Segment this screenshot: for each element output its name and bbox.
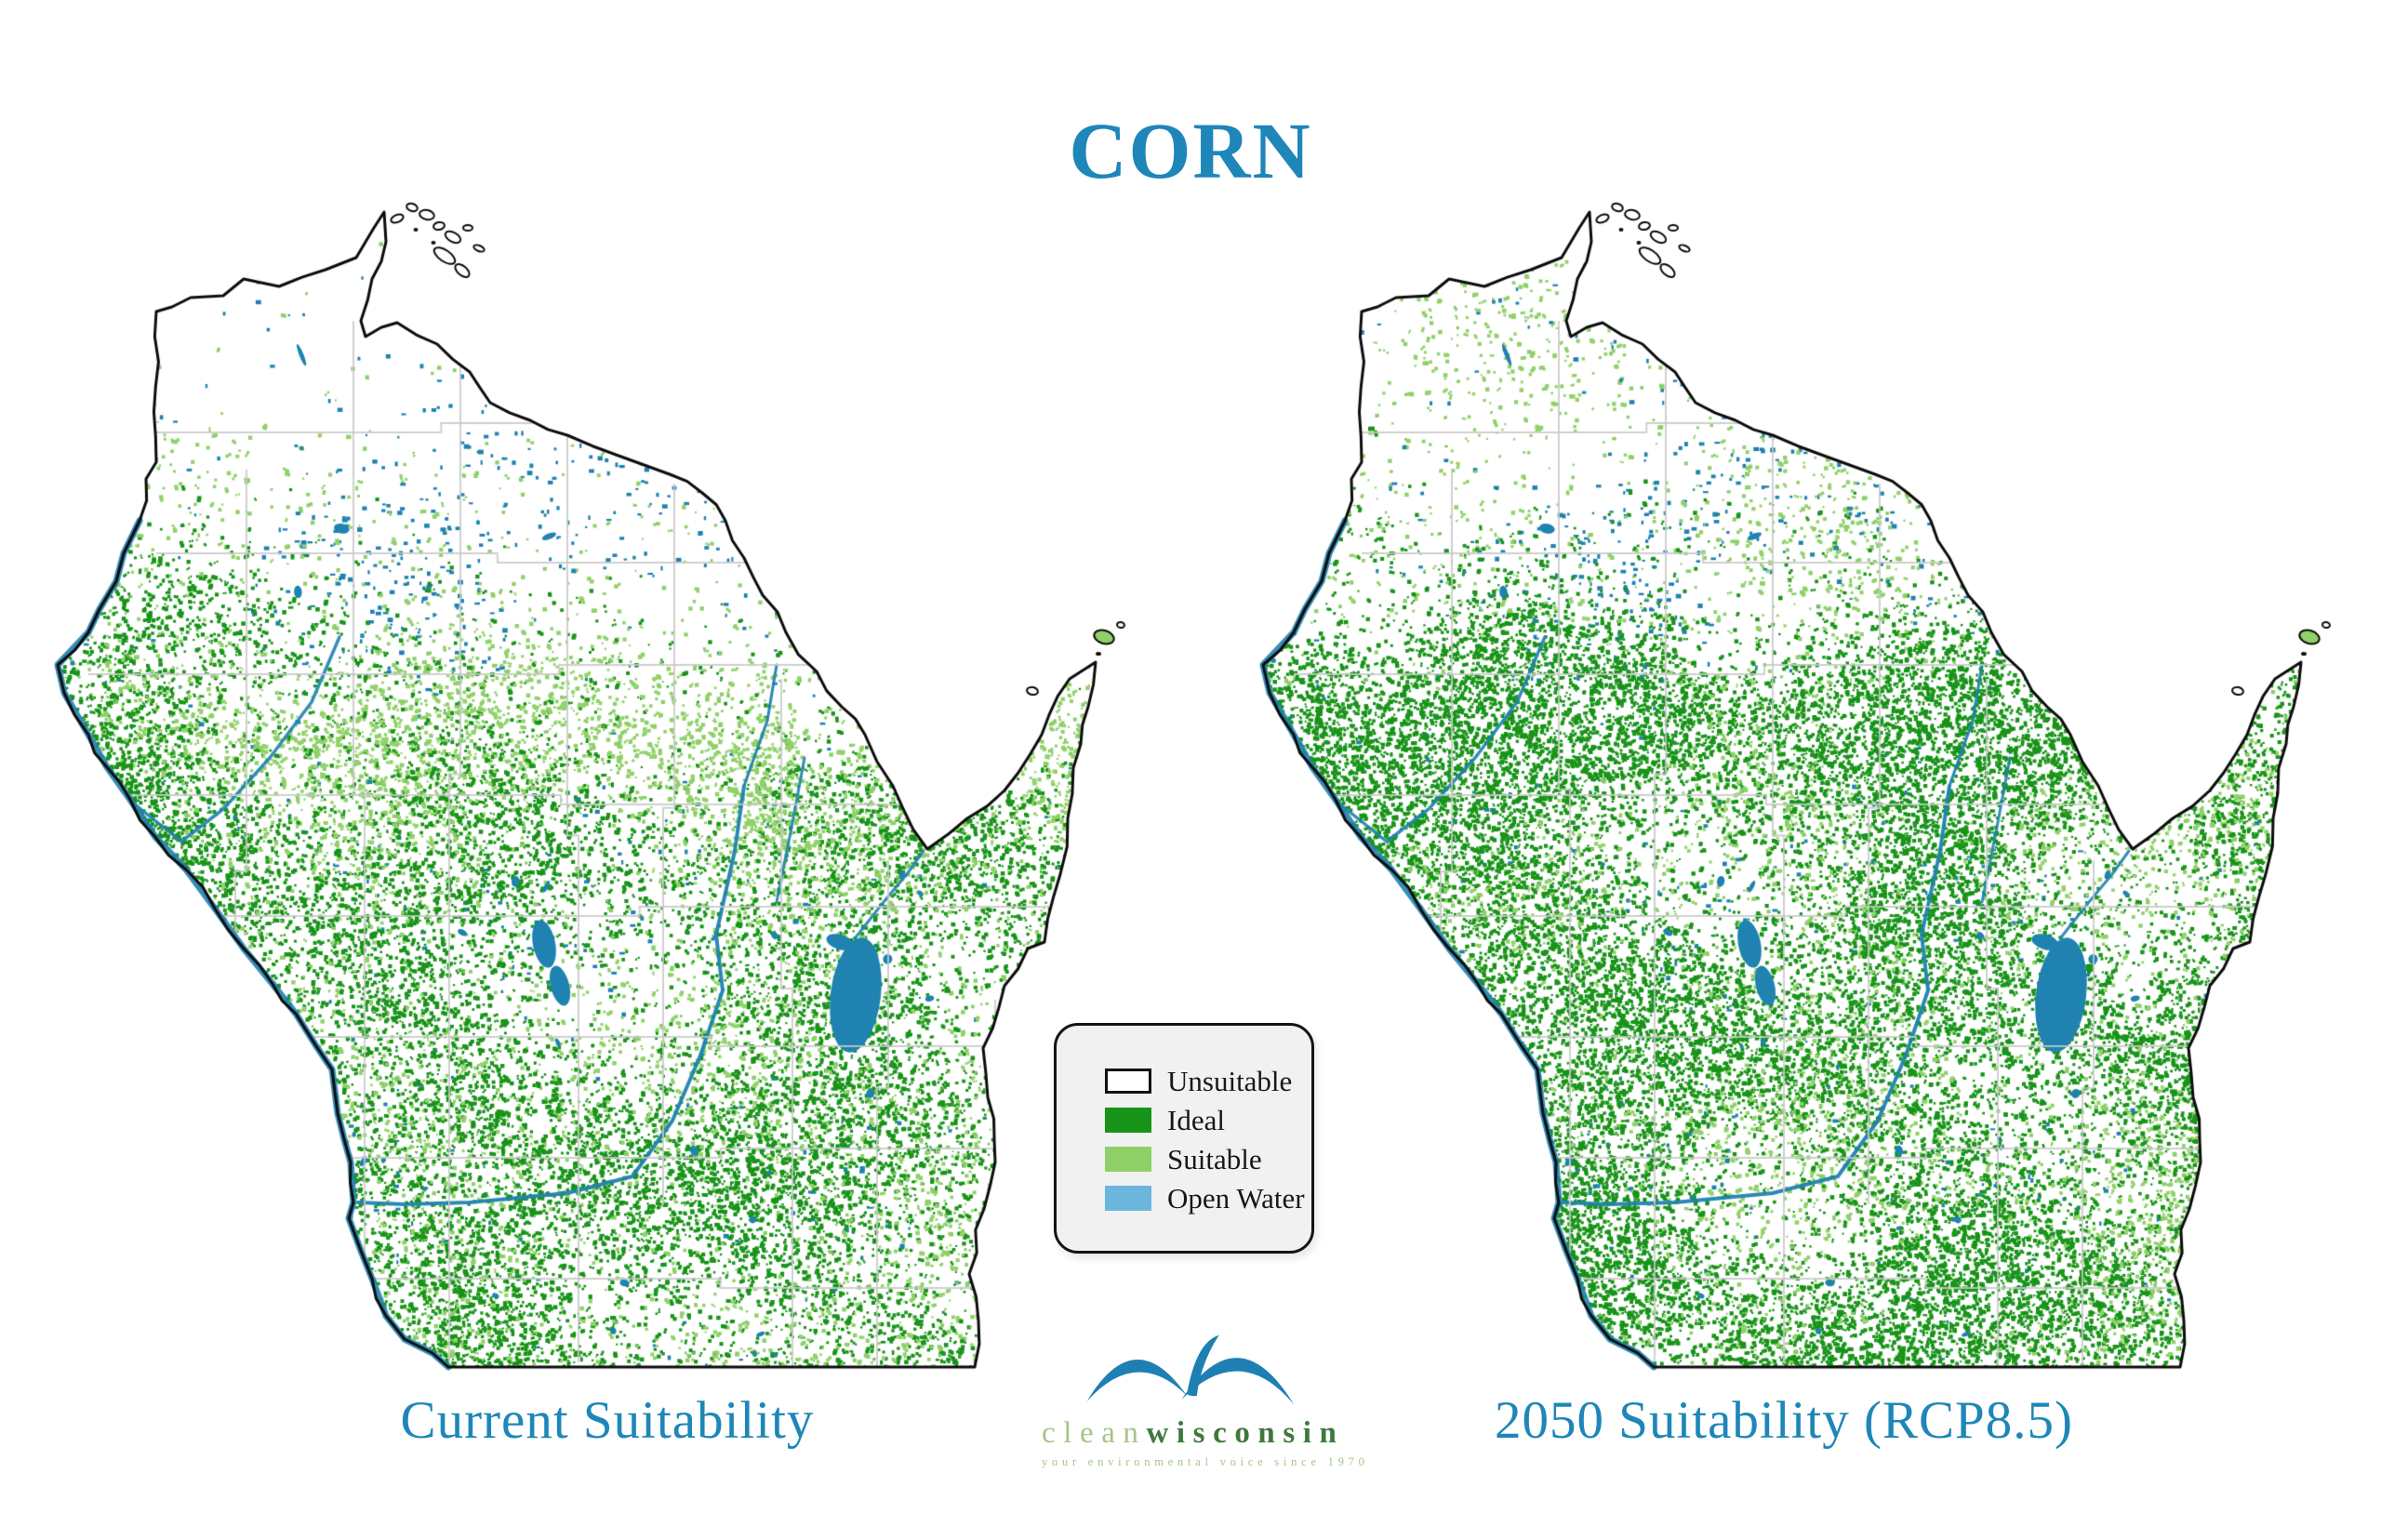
logo-wordmark: cleanwisconsin xyxy=(1042,1417,1339,1450)
logo-word-wisconsin: wisconsin xyxy=(1146,1416,1345,1450)
wisconsin-map-canvas-2050 xyxy=(1238,200,2363,1395)
page-title: CORN xyxy=(1069,106,1312,195)
legend-label-ideal: Ideal xyxy=(1167,1104,1225,1136)
legend-swatch-unsuitable xyxy=(1105,1069,1151,1094)
wisconsin-map-canvas-current xyxy=(33,200,1158,1395)
legend-label-open-water: Open Water xyxy=(1167,1182,1305,1215)
legend-item-unsuitable: Unsuitable xyxy=(1105,1065,1311,1097)
logo-tagline: your environmental voice since 1970 xyxy=(1042,1454,1369,1468)
legend-label-suitable: Suitable xyxy=(1167,1143,1262,1175)
legend-item-open-water: Open Water xyxy=(1105,1182,1311,1215)
map-caption-current: Current Suitability xyxy=(400,1391,815,1450)
legend-label-unsuitable: Unsuitable xyxy=(1167,1065,1293,1097)
legend-swatch-open-water xyxy=(1105,1186,1151,1211)
legend: Unsuitable Ideal Suitable Open Water xyxy=(1054,1023,1314,1254)
legend-item-ideal: Ideal xyxy=(1105,1104,1311,1136)
logo-word-clean: clean xyxy=(1042,1416,1147,1450)
legend-swatch-ideal xyxy=(1105,1108,1151,1133)
logo-swoosh-icon xyxy=(1086,1334,1295,1405)
legend-item-suitable: Suitable xyxy=(1105,1143,1311,1175)
legend-swatch-suitable xyxy=(1105,1147,1151,1172)
clean-wisconsin-logo: cleanwisconsin your environmental voice … xyxy=(1042,1328,1369,1469)
map-panel-2050 xyxy=(1238,200,2363,1395)
map-panel-current xyxy=(33,200,1158,1395)
map-caption-2050: 2050 Suitability (RCP8.5) xyxy=(1495,1391,2073,1450)
